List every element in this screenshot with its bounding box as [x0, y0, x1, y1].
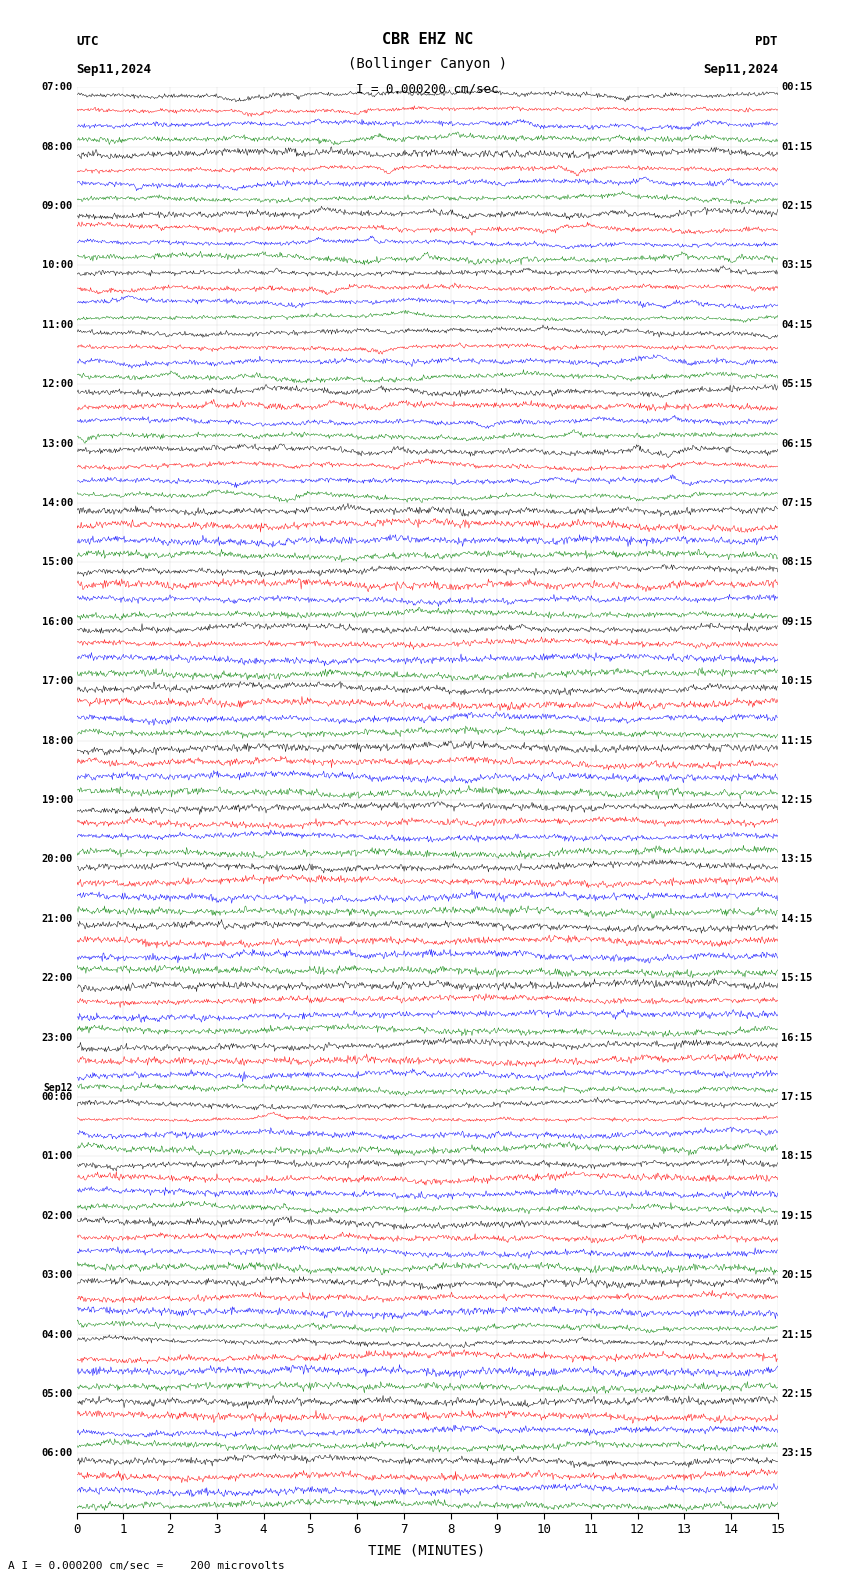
- Text: UTC: UTC: [76, 35, 99, 48]
- Text: 06:00: 06:00: [42, 1448, 73, 1459]
- Text: 09:00: 09:00: [42, 201, 73, 211]
- Text: 02:15: 02:15: [781, 201, 813, 211]
- Text: 03:00: 03:00: [42, 1270, 73, 1280]
- Text: 13:15: 13:15: [781, 854, 813, 865]
- Text: 10:15: 10:15: [781, 676, 813, 686]
- Text: 00:00: 00:00: [42, 1091, 73, 1102]
- Text: 19:00: 19:00: [42, 795, 73, 805]
- Text: 16:15: 16:15: [781, 1033, 813, 1042]
- Text: 04:15: 04:15: [781, 320, 813, 329]
- Text: CBR EHZ NC: CBR EHZ NC: [382, 32, 473, 46]
- Text: 03:15: 03:15: [781, 260, 813, 271]
- Text: 21:15: 21:15: [781, 1329, 813, 1340]
- Text: 23:15: 23:15: [781, 1448, 813, 1459]
- Text: 08:15: 08:15: [781, 558, 813, 567]
- Text: 15:15: 15:15: [781, 973, 813, 984]
- Text: 12:15: 12:15: [781, 795, 813, 805]
- Text: 20:00: 20:00: [42, 854, 73, 865]
- Text: 17:00: 17:00: [42, 676, 73, 686]
- Text: 13:00: 13:00: [42, 439, 73, 448]
- Text: A I = 0.000200 cm/sec =    200 microvolts: A I = 0.000200 cm/sec = 200 microvolts: [8, 1562, 286, 1571]
- Text: 11:00: 11:00: [42, 320, 73, 329]
- Text: 00:15: 00:15: [781, 82, 813, 92]
- Text: 09:15: 09:15: [781, 616, 813, 627]
- Text: 14:15: 14:15: [781, 914, 813, 923]
- Text: 18:00: 18:00: [42, 735, 73, 746]
- Text: 08:00: 08:00: [42, 141, 73, 152]
- X-axis label: TIME (MINUTES): TIME (MINUTES): [369, 1543, 485, 1557]
- Text: 19:15: 19:15: [781, 1210, 813, 1221]
- Text: 12:00: 12:00: [42, 379, 73, 390]
- Text: Sep12: Sep12: [43, 1082, 73, 1093]
- Text: 05:00: 05:00: [42, 1389, 73, 1399]
- Text: PDT: PDT: [756, 35, 778, 48]
- Text: 22:15: 22:15: [781, 1389, 813, 1399]
- Text: Sep11,2024: Sep11,2024: [76, 63, 151, 76]
- Text: 02:00: 02:00: [42, 1210, 73, 1221]
- Text: 10:00: 10:00: [42, 260, 73, 271]
- Text: 01:00: 01:00: [42, 1152, 73, 1161]
- Text: 17:15: 17:15: [781, 1091, 813, 1102]
- Text: 07:15: 07:15: [781, 497, 813, 508]
- Text: 14:00: 14:00: [42, 497, 73, 508]
- Text: 18:15: 18:15: [781, 1152, 813, 1161]
- Text: 20:15: 20:15: [781, 1270, 813, 1280]
- Text: 16:00: 16:00: [42, 616, 73, 627]
- Text: I = 0.000200 cm/sec: I = 0.000200 cm/sec: [356, 82, 498, 95]
- Text: 22:00: 22:00: [42, 973, 73, 984]
- Text: 23:00: 23:00: [42, 1033, 73, 1042]
- Text: 05:15: 05:15: [781, 379, 813, 390]
- Text: 01:15: 01:15: [781, 141, 813, 152]
- Text: 06:15: 06:15: [781, 439, 813, 448]
- Text: 15:00: 15:00: [42, 558, 73, 567]
- Text: 11:15: 11:15: [781, 735, 813, 746]
- Text: 04:00: 04:00: [42, 1329, 73, 1340]
- Text: (Bollinger Canyon ): (Bollinger Canyon ): [348, 57, 507, 71]
- Text: 21:00: 21:00: [42, 914, 73, 923]
- Text: 07:00: 07:00: [42, 82, 73, 92]
- Text: Sep11,2024: Sep11,2024: [703, 63, 778, 76]
